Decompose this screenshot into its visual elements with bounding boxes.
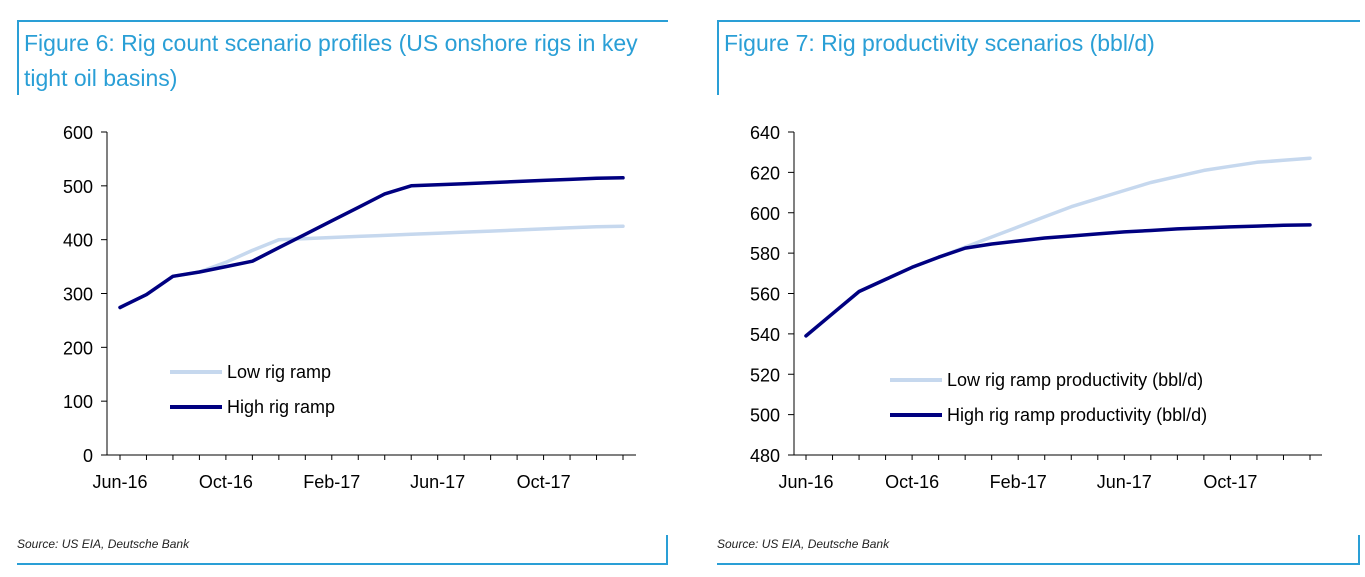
y-tick-label: 100 bbox=[63, 392, 93, 412]
x-tick-label: Jun-16 bbox=[92, 472, 147, 492]
figure-7-panel: Figure 7: Rig productivity scenarios (bb… bbox=[700, 0, 1360, 577]
x-tick-label: Oct-17 bbox=[517, 472, 571, 492]
legend-label: High rig ramp productivity (bbl/d) bbox=[947, 405, 1207, 425]
x-tick-label: Jun-16 bbox=[778, 472, 833, 492]
legend-label: Low rig ramp bbox=[227, 362, 331, 382]
source-note: Source: US EIA, Deutsche Bank bbox=[717, 537, 890, 551]
x-tick-label: Oct-16 bbox=[885, 472, 939, 492]
y-tick-label: 600 bbox=[63, 123, 93, 143]
source-note: Source: US EIA, Deutsche Bank bbox=[17, 537, 190, 551]
rig-productivity-chart: 480 500 520 540 560 580 600 620 640 Jun-16 Oct-16 F… bbox=[750, 123, 1322, 492]
y-tick-label: 540 bbox=[750, 325, 780, 345]
bottom-rule bbox=[17, 563, 668, 565]
low-ramp-series-line bbox=[118, 224, 625, 310]
y-tick-label: 500 bbox=[750, 406, 780, 426]
title-rule bbox=[717, 20, 719, 95]
low-ramp-series-line bbox=[804, 156, 1312, 338]
top-rule bbox=[17, 20, 668, 22]
x-tick-label: Oct-17 bbox=[1203, 472, 1257, 492]
legend-label: High rig ramp bbox=[227, 397, 335, 417]
x-tick-label: Jun-17 bbox=[410, 472, 465, 492]
y-tick-label: 500 bbox=[63, 177, 93, 197]
top-rule bbox=[717, 20, 1360, 22]
title-rule bbox=[17, 20, 19, 95]
y-tick-label: 200 bbox=[63, 338, 93, 358]
y-tick-label: 300 bbox=[63, 285, 93, 305]
rig-count-chart: 0 100 200 300 400 500 600 Jun-16 Oct-16 Feb-17 Jun… bbox=[63, 123, 636, 492]
y-tick-label: 620 bbox=[750, 163, 780, 183]
y-tick-label: 580 bbox=[750, 244, 780, 264]
x-tick-label: Oct-16 bbox=[199, 472, 253, 492]
y-tick-label: 400 bbox=[63, 231, 93, 251]
y-tick-label: 480 bbox=[750, 446, 780, 466]
x-tick-label: Jun-17 bbox=[1097, 472, 1152, 492]
y-tick-label: 520 bbox=[750, 365, 780, 385]
chart-title: Figure 6: Rig count scenario profiles (U… bbox=[24, 30, 638, 91]
high-ramp-series-line bbox=[804, 223, 1312, 338]
corner-rule bbox=[666, 535, 668, 565]
figure-6-panel: Figure 6: Rig count scenario profiles (U… bbox=[0, 0, 668, 577]
y-tick-label: 560 bbox=[750, 285, 780, 305]
y-tick-label: 640 bbox=[750, 123, 780, 143]
x-tick-label: Feb-17 bbox=[303, 472, 360, 492]
chart-title: Figure 7: Rig productivity scenarios (bb… bbox=[724, 30, 1155, 56]
bottom-rule bbox=[717, 563, 1360, 565]
corner-rule bbox=[1358, 535, 1360, 565]
high-ramp-series-line bbox=[118, 176, 625, 310]
y-tick-label: 600 bbox=[750, 204, 780, 224]
legend-label: Low rig ramp productivity (bbl/d) bbox=[947, 370, 1203, 390]
x-tick-label: Feb-17 bbox=[990, 472, 1047, 492]
y-tick-label: 0 bbox=[83, 446, 93, 466]
